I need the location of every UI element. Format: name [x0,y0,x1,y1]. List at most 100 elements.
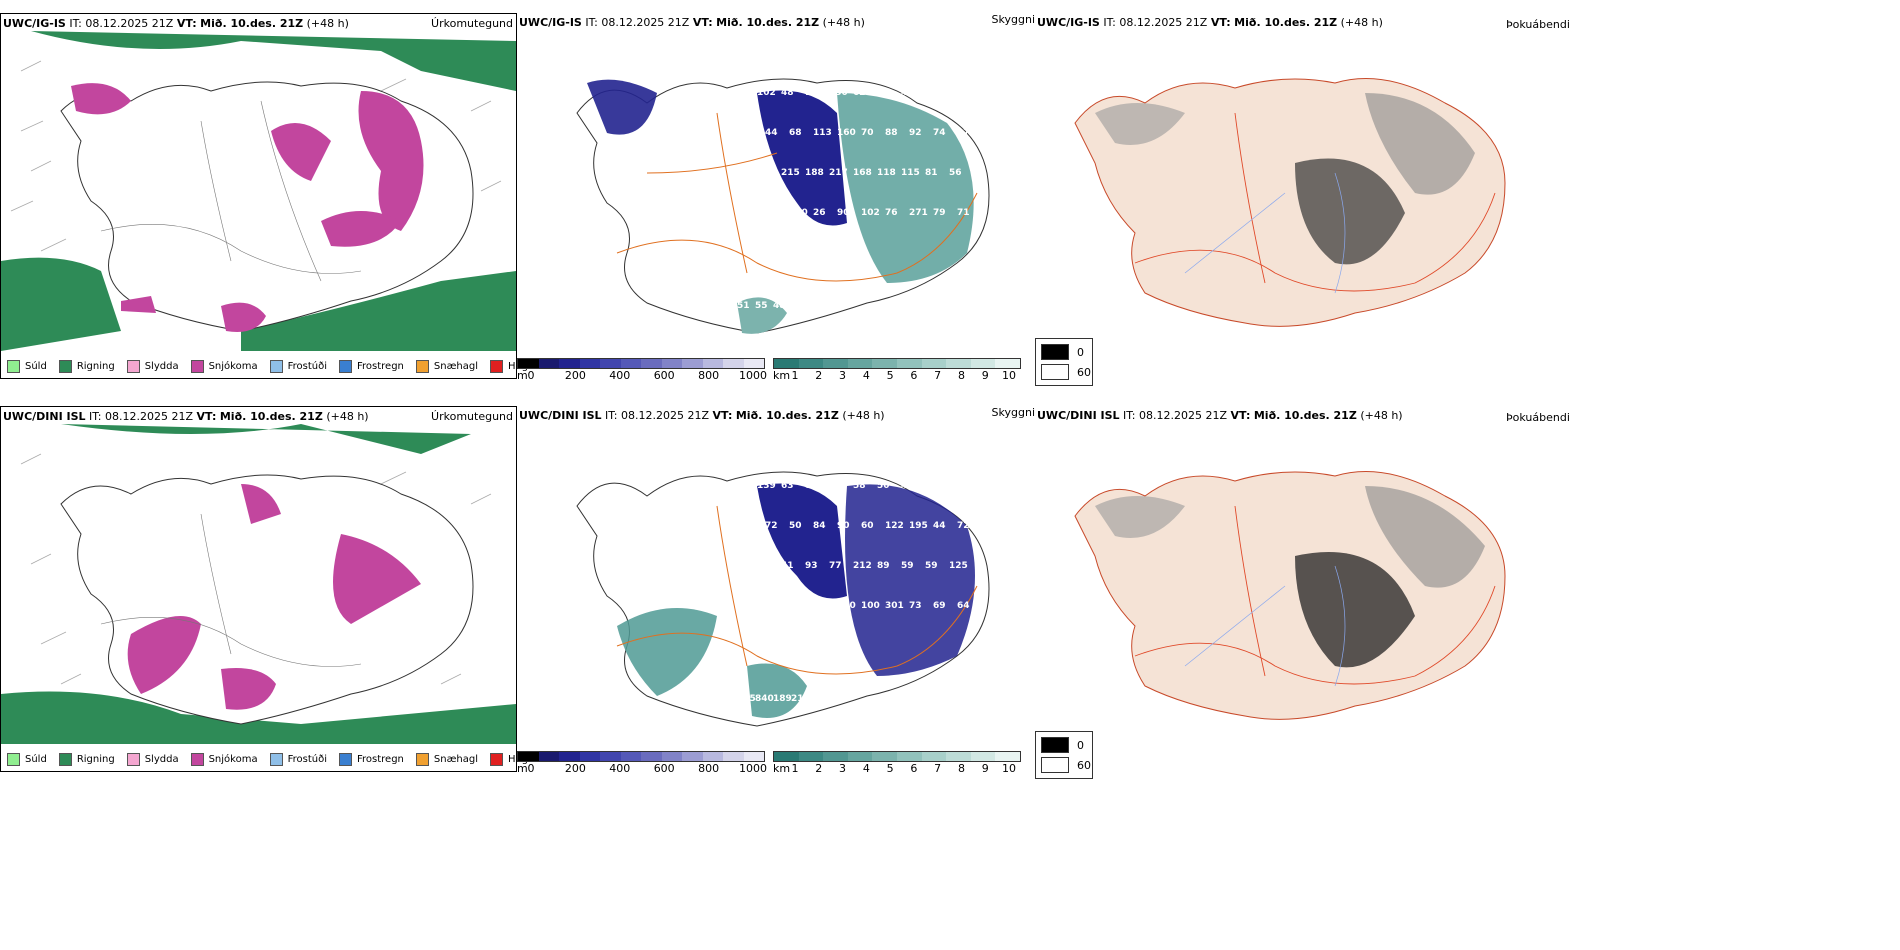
legend-item: Súld [7,359,47,373]
legend-swatch [126,752,140,766]
legend-label: Frostúði [287,753,327,765]
colorbar-tick: 800 [698,369,720,382]
cloud-base-value: 44 [765,128,778,138]
cloud-base-value: 125 [949,561,968,571]
cloud-base-value: 840 [755,694,774,704]
fog-panel-top: UWC/IG-IS IT: 08.12.2025 21Z VT: Mið. 10… [1035,13,1900,386]
fog-area [1095,496,1185,538]
cloud-base-value: 92 [829,481,842,491]
precip-legend: Súld Rigning Slydda Snjókoma Frostúði Frostre… [1,355,546,377]
cloud-base-value: 115 [901,168,920,178]
legend-swatch [339,752,352,766]
colorbar-unit: m [517,762,528,775]
cloud-labels-top: 102 48 138 130 62 45 43 54 39 44 68 113 160 70 88 92 74 1… [517,33,1035,353]
cloud-base-value: 195 [909,521,928,531]
legend-label: Snæhagl [433,753,479,765]
snow-area [127,616,201,694]
legend-swatch [7,359,20,373]
legend-label: Snjókoma [208,753,258,765]
colorbar-cell [896,359,922,368]
panel-title: UWC/DINI ISL IT: 08.12.2025 21Z VT: Mið.… [3,410,369,423]
fog-legend-swatch [1041,344,1069,360]
colorbar-tick: 6 [910,762,918,775]
cloud-base-value: 118 [877,168,896,178]
cloud-base-value: 84 [813,521,826,531]
cloud-base-value: 79 [813,601,826,611]
map-lines [100,513,362,667]
colorbar-cell [559,359,580,368]
rain-area [241,271,516,351]
rain-area [31,31,516,91]
rain-area [1,257,121,351]
legend-swatch [190,752,204,766]
fog-map-bottom [1074,471,1506,720]
cloud-base-value: 62 [853,88,866,98]
fog-area [1365,486,1485,588]
colorbar-tick: 3 [839,369,847,382]
colorbar-cell [946,752,971,761]
colorbar-cell [774,752,799,761]
cloud-base-value: 108 [757,168,776,178]
cloud-base-panel-top: UWC/IG-IS IT: 08.12.2025 21Z VT: Mið. 10… [517,13,1035,382]
colorbar-tick: 600 [653,369,675,382]
cloud-base-value: 89 [877,561,890,571]
colorbar-cell [702,752,723,761]
colorbar-cell [872,359,897,368]
colorbar-tick: 7 [934,369,942,382]
colorbar-cell [798,359,824,368]
colorbar-cells [517,751,765,762]
rain-area [61,424,471,454]
cloud-base-value: 210 [791,694,810,704]
colorbar-cell [723,359,744,368]
cloud-base-colorbar: m 0 200 400 600 800 1000 [517,751,767,781]
cloud-base-value: 48 [781,88,794,98]
legend-item: Slydda [126,359,179,373]
panel-title: UWC/DINI ISL IT: 08.12.2025 21Z VT: Mið.… [1037,409,1403,422]
legend-label: Rigning [76,360,115,372]
colorbar-cells [773,358,1021,369]
legend-item: Frostúði [269,359,327,373]
colorbar-cell [600,752,621,761]
colorbar-cell [723,752,744,761]
colorbar-cell [743,752,764,761]
legend-swatch [490,359,504,373]
roads [616,505,978,675]
cloud-base-value: 70 [781,641,794,651]
colorbar-tick: 5 [886,762,894,775]
cloud-base-value: 79 [933,208,946,218]
colorbar-cell [661,359,682,368]
colorbar-tick: 1 [791,762,799,775]
cloud-base-value: 130 [829,88,848,98]
snow-area [358,91,424,231]
legend-item: Slydda [126,752,179,766]
legend-label: Slydda [144,360,179,372]
cloud-base-value: 63 [781,481,794,491]
colorbar-tick: 400 [609,369,631,382]
colorbar-cell [847,752,873,761]
cloud-base-value: 68 [789,128,802,138]
cloud-base-value: 72 [765,521,778,531]
colorbar-cell [872,752,897,761]
colorbar-tick: 1000 [739,369,767,382]
snow-area [241,484,281,524]
colorbar-tick: 600 [653,762,675,775]
cloud-base-value: 39 [949,88,962,98]
cloud-base-value: 168 [765,208,784,218]
low-vis-area [617,608,717,696]
map-lines [100,100,362,282]
roads [1134,505,1496,685]
cloud-base-value: 31 [781,248,794,258]
cloud-base-value: 88 [885,128,898,138]
roads [1134,112,1496,292]
colorbar-cell [970,752,996,761]
precip-map-top [1,31,516,351]
colorbar-tick: 4 [862,762,870,775]
legend-item: Frostregn [339,359,404,373]
cloud-base-value: 100 [861,601,880,611]
fog-legend-row: 60 [1041,364,1091,380]
cloud-base-value: 138 [805,88,824,98]
cloud-base-value: 51 [737,301,750,311]
colorbar-tick: 8 [957,369,965,382]
precip-map-bottom [1,424,516,744]
colorbar-cell [702,359,723,368]
